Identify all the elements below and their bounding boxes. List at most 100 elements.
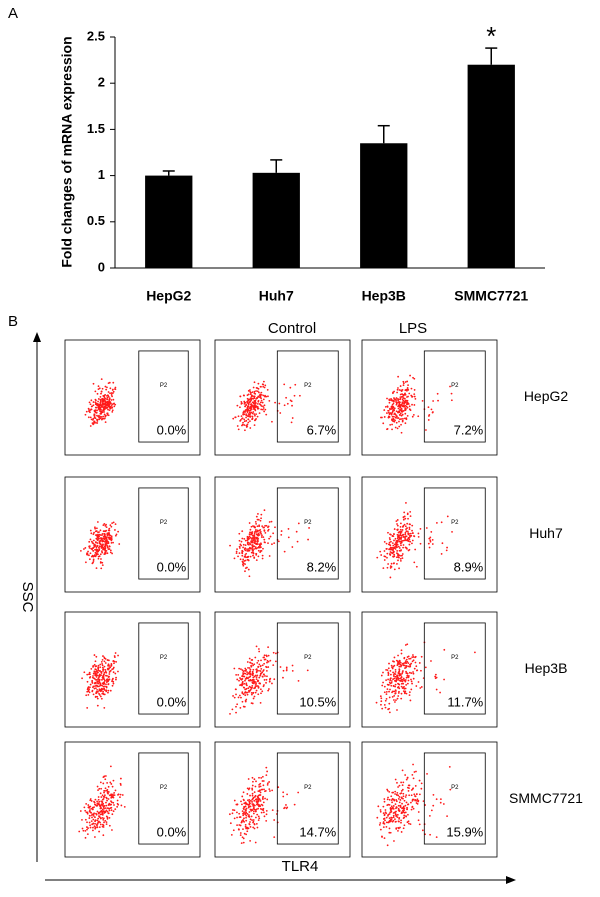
event-dot [384,704,386,706]
event-dot [386,553,388,555]
event-dot [409,544,411,546]
plot-frame [65,340,200,455]
event-dot [451,393,453,395]
event-dot [434,676,436,678]
event-dot [78,831,80,833]
event-dot [393,685,395,687]
event-dot [111,392,113,394]
event-dot [92,823,94,825]
event-dot [103,399,105,401]
event-dot [441,553,443,555]
event-dot [400,398,402,400]
gate-label: P2 [451,383,459,389]
event-dot [243,686,245,688]
event-dot [393,820,395,822]
percentage: 7.2% [454,423,484,438]
event-dot [93,815,95,817]
event-dot [108,528,110,530]
event-dot [406,807,408,809]
event-dot [101,693,103,695]
event-dot [398,546,400,548]
event-dot [262,558,264,560]
event-dot [402,402,404,404]
event-dot [102,783,104,785]
event-dot [391,792,393,794]
event-dot [405,525,407,527]
event-dot [403,394,405,396]
event-dot [262,798,264,800]
event-dot [256,671,258,673]
event-dot [115,677,117,679]
event-dot [104,525,106,527]
event-dot [402,793,404,795]
event-dot [389,697,391,699]
event-dot [103,826,105,828]
event-dot [262,536,264,538]
event-dot [247,559,249,561]
event-dot [96,671,98,673]
event-dot [260,402,262,404]
flow-plot: P2 7.2% [362,340,497,455]
event-dot [380,704,382,706]
event-dot [94,390,96,392]
event-dot [98,536,100,538]
event-dot [261,525,263,527]
event-dot [99,808,101,810]
event-dot [85,819,87,821]
event-dot [232,809,234,811]
gate-label: P2 [451,785,459,791]
event-dot [105,662,107,664]
event-dot [258,804,260,806]
event-dot [392,678,394,680]
event-dot [382,806,384,808]
event-dot [284,404,286,406]
event-dot [80,810,82,812]
event-dot [112,660,114,662]
event-dot [254,696,256,698]
event-dot [267,395,269,397]
event-dot [105,672,107,674]
plot-frame [362,477,497,592]
event-dot [267,542,269,544]
event-dot [409,408,411,410]
event-dot [112,802,114,804]
event-dot [247,813,249,815]
event-dot [80,550,82,552]
event-dot [260,514,262,516]
event-dot [243,676,245,678]
event-dot [104,414,106,416]
event-dot [398,684,400,686]
event-dot [402,414,404,416]
event-dot [90,668,92,670]
event-dot [107,816,109,818]
event-dot [411,809,413,811]
event-dot [242,820,244,822]
event-dot [251,816,253,818]
event-dot [400,532,402,534]
event-dot [245,544,247,546]
event-dot [105,407,107,409]
event-dot [261,400,263,402]
event-dot [246,426,248,428]
event-dot [393,540,395,542]
event-dot [102,659,104,661]
event-dot [419,793,421,795]
event-dot [247,407,249,409]
event-dot [395,401,397,403]
event-dot [393,816,395,818]
event-dot [100,529,102,531]
event-dot [267,782,269,784]
event-dot [408,537,410,539]
event-dot [262,664,264,666]
event-dot [106,540,108,542]
event-dot [243,808,245,810]
event-dot [106,805,108,807]
event-dot [432,400,434,402]
event-dot [102,667,104,669]
event-dot [104,551,106,553]
event-dot [236,405,238,407]
event-dot [264,409,266,411]
event-dot [255,543,257,545]
event-dot [90,403,92,405]
event-dot [408,784,410,786]
